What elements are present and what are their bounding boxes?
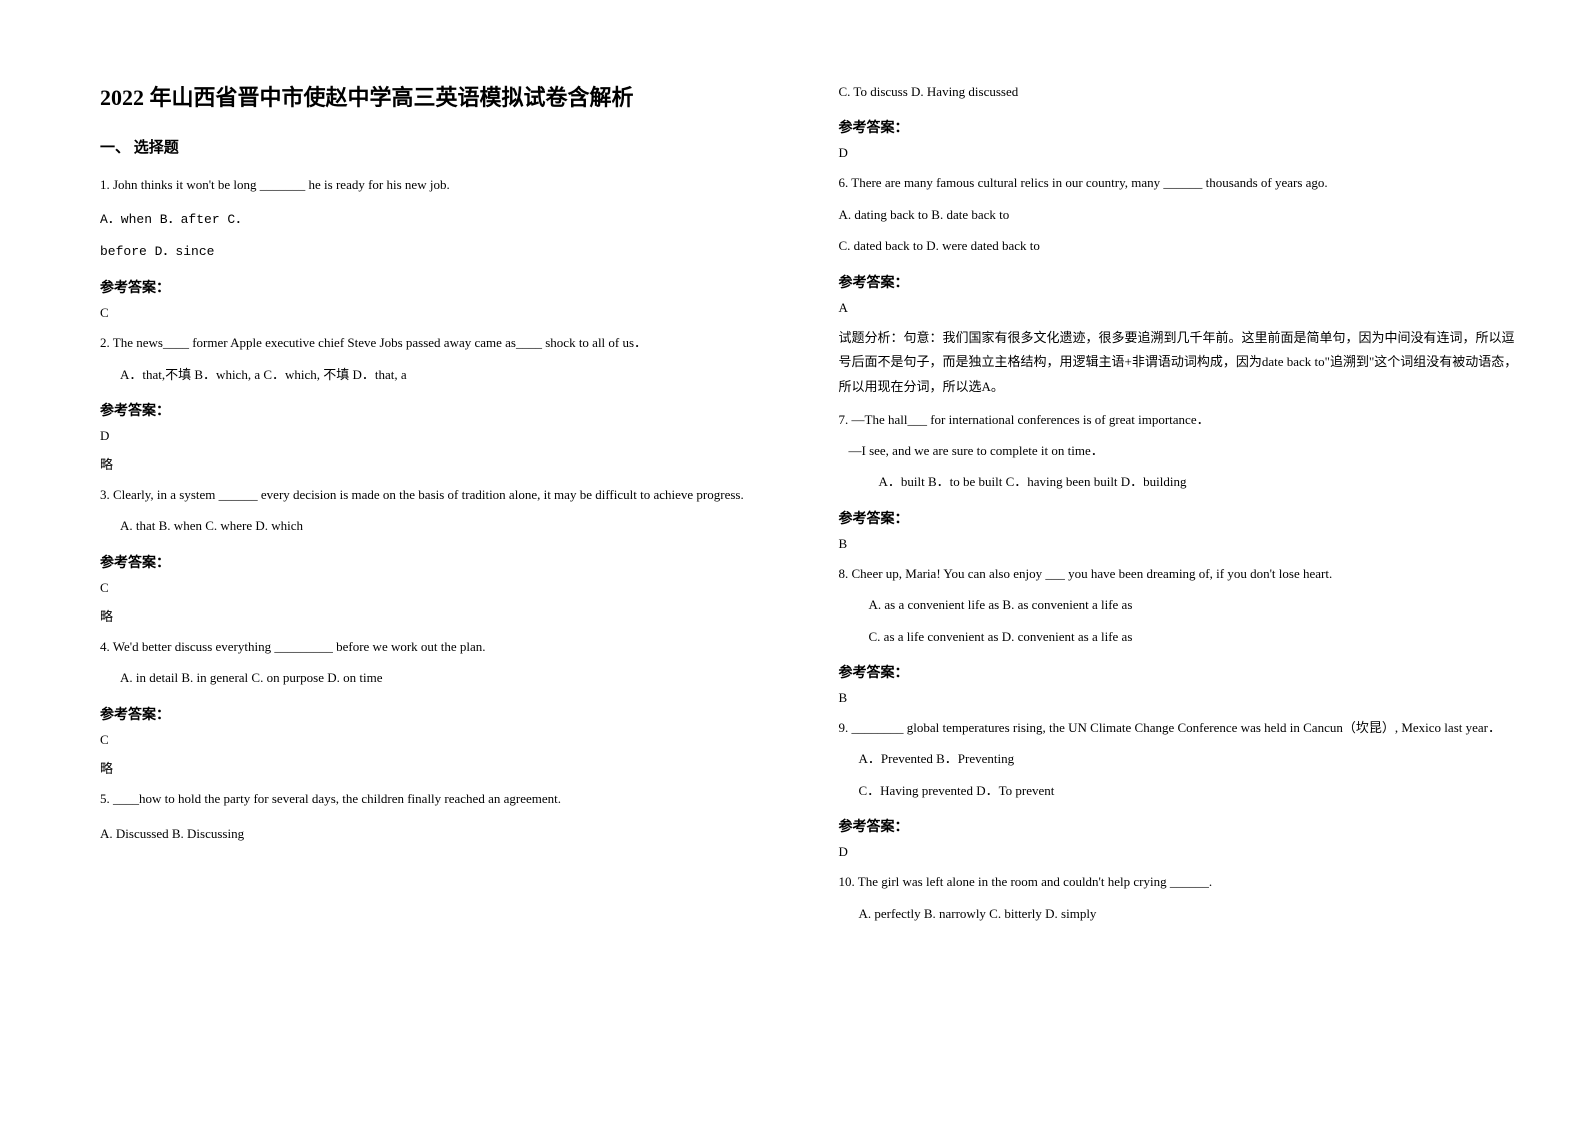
q2-options: A．that,不填 B．which, a C．which, 不填 D．that,… <box>100 363 789 386</box>
q2-text: 2. The news____ former Apple executive c… <box>100 331 789 354</box>
q3-brief: 略 <box>100 606 789 625</box>
q7-answer: B <box>839 536 1528 552</box>
q7-text-line2: —I see, and we are sure to complete it o… <box>839 439 1528 462</box>
q2-answer: D <box>100 428 789 444</box>
left-column: 2022 年山西省晋中市使赵中学高三英语模拟试卷含解析 一、 选择题 1. Jo… <box>100 80 789 933</box>
q6-answer: A <box>839 300 1528 316</box>
q6-options-line1: A. dating back to B. date back to <box>839 203 1528 226</box>
q1-options-line2: before D．since <box>100 240 789 263</box>
q2-answer-label: 参考答案： <box>100 400 789 420</box>
q10-options: A. perfectly B. narrowly C. bitterly D. … <box>839 902 1528 925</box>
q5-answer: D <box>839 145 1528 161</box>
q1-options-line1: A．when B．after C． <box>100 208 789 231</box>
q9-options-line1: A．Prevented B．Preventing <box>839 747 1528 770</box>
q9-answer-label: 参考答案： <box>839 816 1528 836</box>
q8-answer: B <box>839 690 1528 706</box>
q8-options-line1: A. as a convenient life as B. as conveni… <box>839 593 1528 616</box>
right-column: C. To discuss D. Having discussed 参考答案： … <box>839 80 1528 933</box>
q5-text: 5. ____how to hold the party for several… <box>100 787 789 810</box>
q7-text-line1: 7. —The hall___ for international confer… <box>839 408 1528 431</box>
q7-options: A．built B．to be built C．having been buil… <box>839 470 1528 493</box>
q4-brief: 略 <box>100 758 789 777</box>
q6-answer-label: 参考答案： <box>839 272 1528 292</box>
page-container: 2022 年山西省晋中市使赵中学高三英语模拟试卷含解析 一、 选择题 1. Jo… <box>0 0 1587 973</box>
q4-text: 4. We'd better discuss everything ______… <box>100 635 789 658</box>
q4-answer-label: 参考答案： <box>100 704 789 724</box>
q3-text: 3. Clearly, in a system ______ every dec… <box>100 483 789 506</box>
q1-answer-label: 参考答案： <box>100 277 789 297</box>
q4-options: A. in detail B. in general C. on purpose… <box>100 666 789 689</box>
q9-text: 9. ________ global temperatures rising, … <box>839 716 1528 739</box>
q2-brief: 略 <box>100 454 789 473</box>
q5-options-line2: C. To discuss D. Having discussed <box>839 80 1528 103</box>
q9-options-line2: C．Having prevented D．To prevent <box>839 779 1528 802</box>
q10-text: 10. The girl was left alone in the room … <box>839 870 1528 893</box>
q1-answer: C <box>100 305 789 321</box>
q8-text: 8. Cheer up, Maria! You can also enjoy _… <box>839 562 1528 585</box>
q4-answer: C <box>100 732 789 748</box>
q6-explanation: 试题分析：句意：我们国家有很多文化遗迹，很多要追溯到几千年前。这里前面是简单句，… <box>839 326 1528 400</box>
q8-answer-label: 参考答案： <box>839 662 1528 682</box>
q6-options-line2: C. dated back to D. were dated back to <box>839 234 1528 257</box>
exam-title: 2022 年山西省晋中市使赵中学高三英语模拟试卷含解析 <box>100 80 789 112</box>
q3-answer-label: 参考答案： <box>100 552 789 572</box>
q5-answer-label: 参考答案： <box>839 117 1528 137</box>
section-1-heading: 一、 选择题 <box>100 136 789 157</box>
q3-answer: C <box>100 580 789 596</box>
q8-options-line2: C. as a life convenient as D. convenient… <box>839 625 1528 648</box>
q9-answer: D <box>839 844 1528 860</box>
q3-options: A. that B. when C. where D. which <box>100 514 789 537</box>
q7-answer-label: 参考答案： <box>839 508 1528 528</box>
q5-options-line1: A. Discussed B. Discussing <box>100 822 789 845</box>
q1-text: 1. John thinks it won't be long _______ … <box>100 173 789 196</box>
q6-text: 6. There are many famous cultural relics… <box>839 171 1528 194</box>
